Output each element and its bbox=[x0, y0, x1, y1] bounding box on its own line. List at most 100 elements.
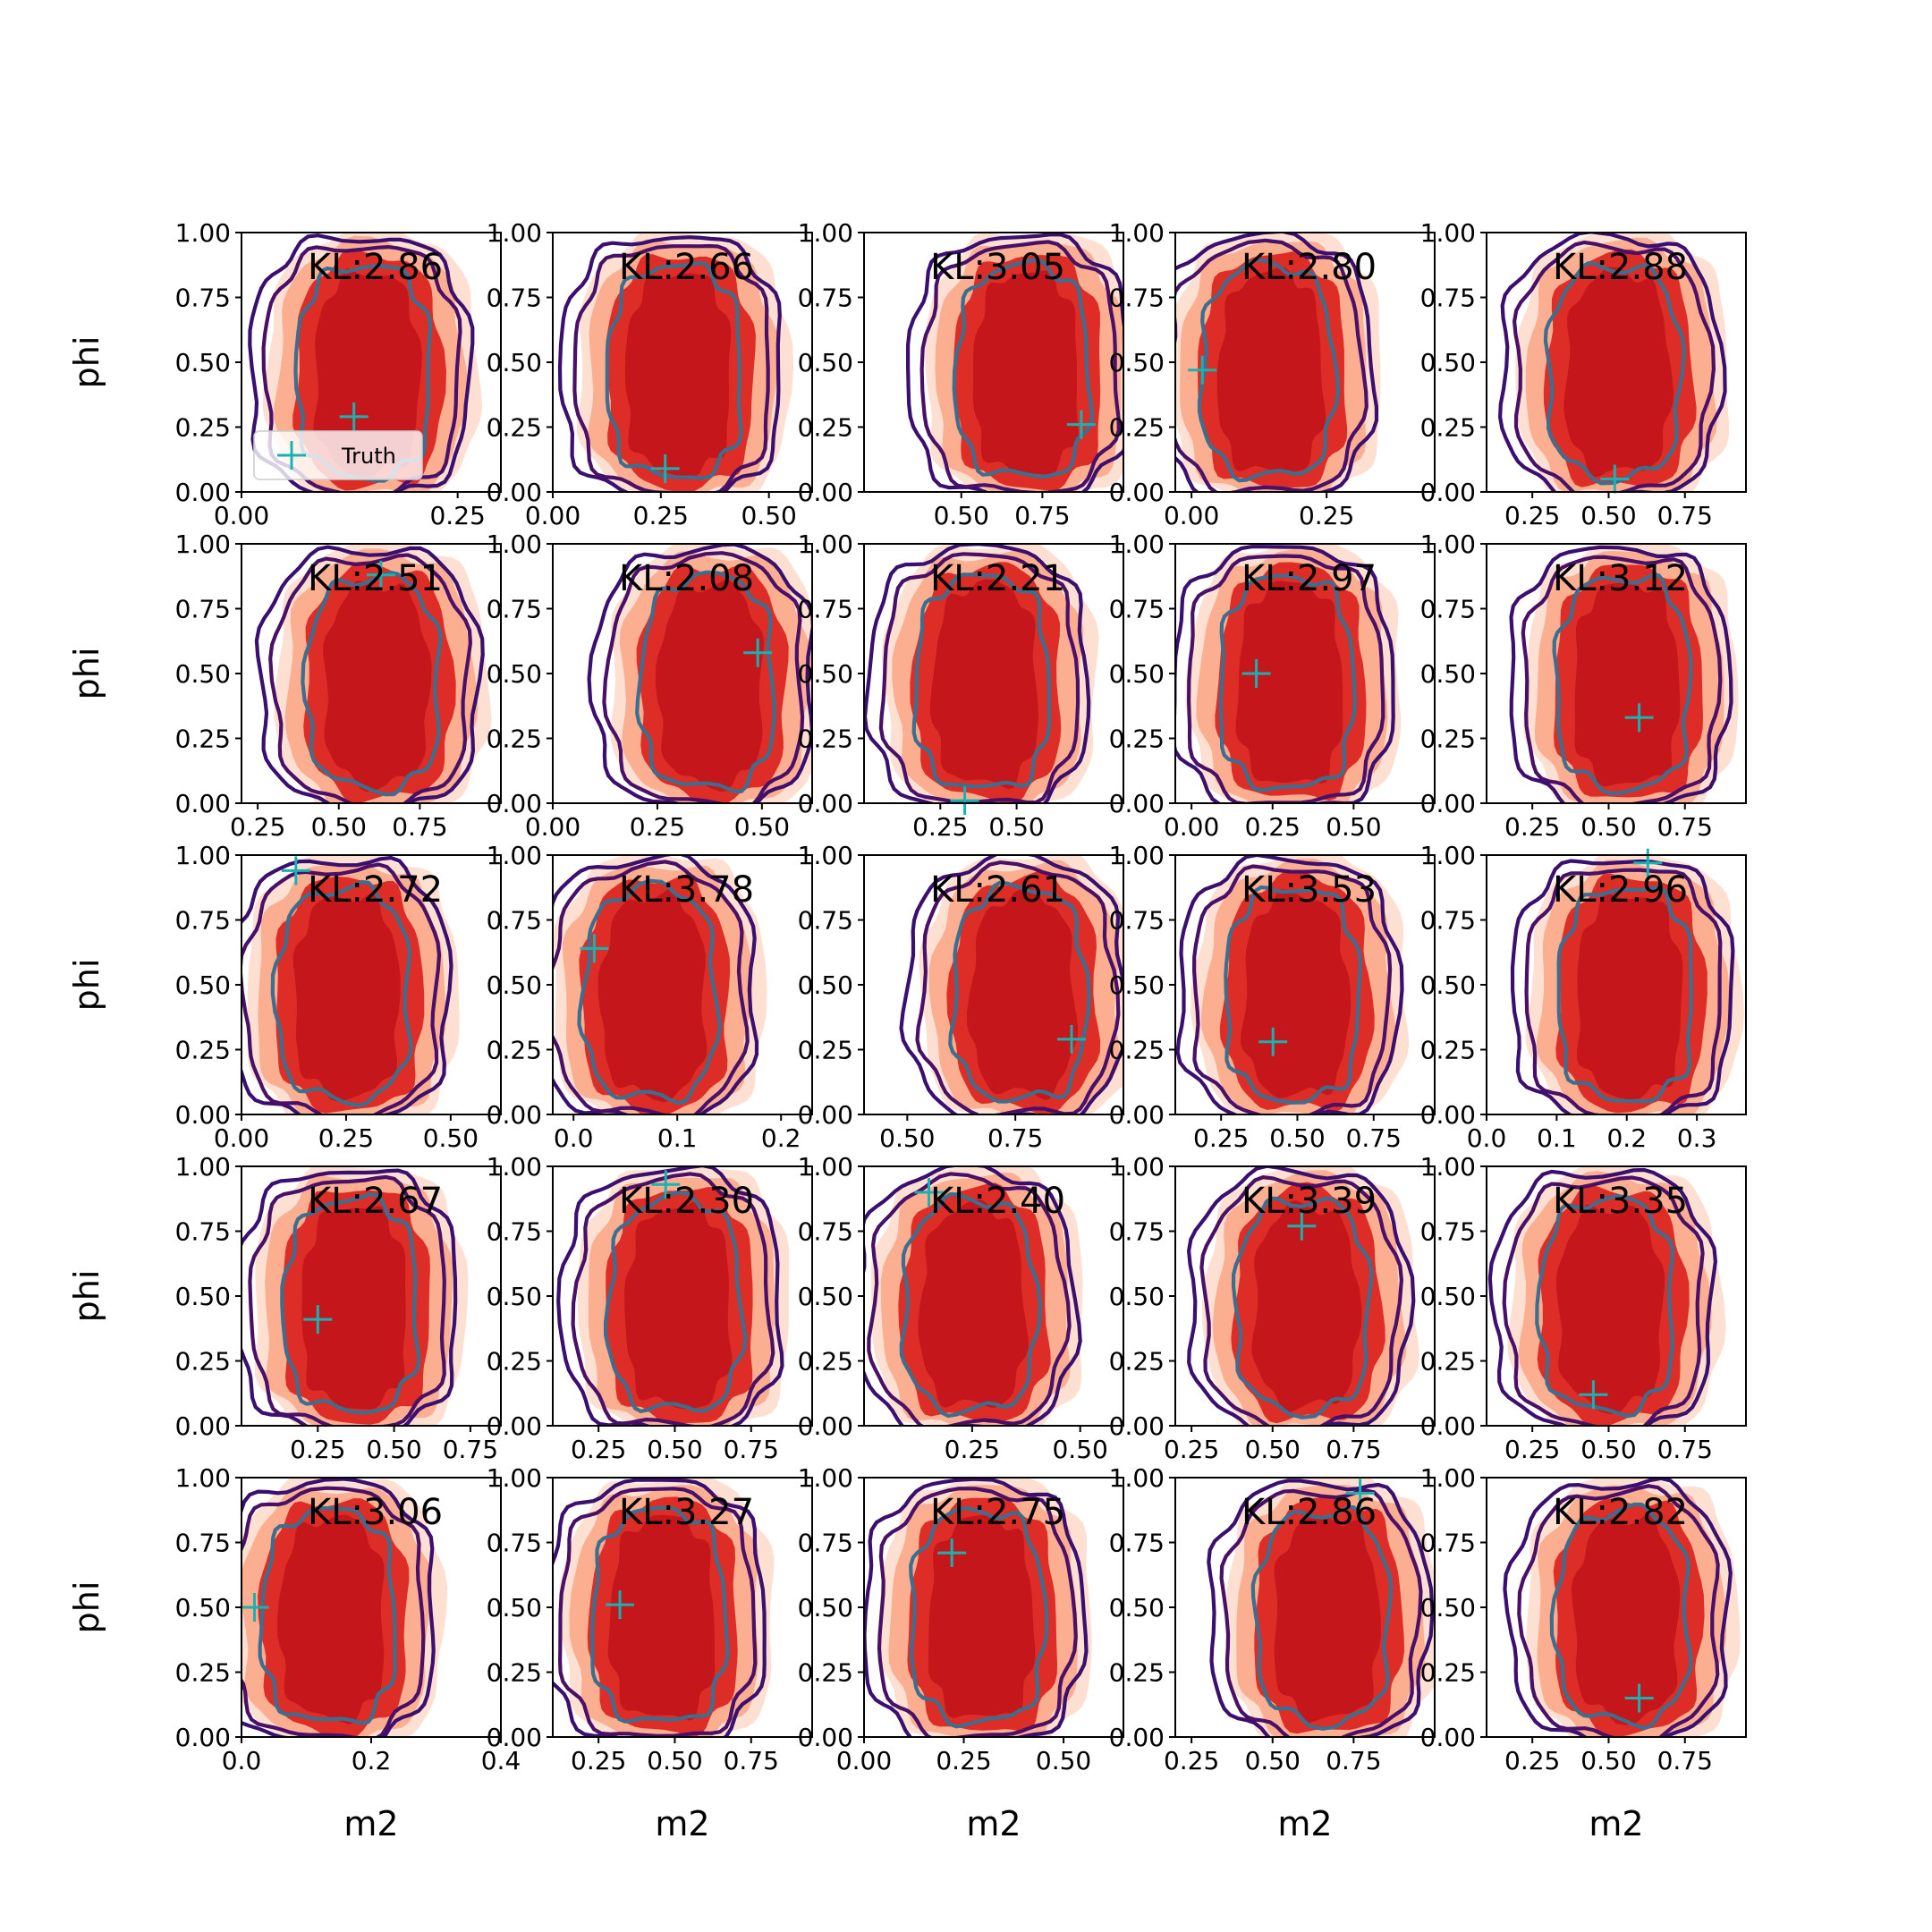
subplot-r1-c0: 0.000.250.500.751.000.25 0.50 0.75KL:2.51p… bbox=[67, 530, 502, 842]
y-tick-label: 0.00 bbox=[487, 789, 542, 818]
contour-middle bbox=[553, 860, 750, 1114]
density-group bbox=[1509, 544, 1739, 803]
y-tick-label: 1.00 bbox=[175, 1463, 231, 1493]
y-axis-label: phi bbox=[67, 336, 106, 389]
legend: Truth bbox=[253, 430, 423, 480]
subplot-r3-c4: 0.00 0.25 0.50 0.75 1.00 0.25 0.50 0.75 KL:3.35 bbox=[1420, 1152, 1747, 1464]
x-tick-label: 0.25 bbox=[1504, 1435, 1560, 1464]
density-group bbox=[1175, 233, 1381, 492]
y-tick-label: 0.00 bbox=[1109, 789, 1165, 818]
y-tick-label: 0.75 bbox=[798, 595, 853, 624]
x-tick-label: 0.2 bbox=[352, 1746, 392, 1775]
y-tick-label: 0.75 bbox=[175, 1529, 231, 1558]
y-tick-label: 0.25 bbox=[1420, 1036, 1476, 1065]
y-tick-label: 1.00 bbox=[798, 530, 853, 559]
x-tick-label: 0.75 bbox=[987, 1123, 1043, 1153]
x-tick-label: 0.50 bbox=[1245, 1746, 1301, 1775]
contour-middle bbox=[1175, 238, 1368, 492]
subplot-r3-c0: 0.00 0.25 0.50 0.75 1.00 0.25 0.50 0.75 KL:2.67 p… bbox=[67, 1152, 502, 1464]
y-tick-label: 0.50 bbox=[175, 348, 231, 377]
subplot-r2-c3: 0.00 0.25 0.50 0.75 1.00 0.25 0.50 0.75 KL:3.53 bbox=[1109, 841, 1436, 1153]
contour-outer bbox=[556, 1166, 784, 1426]
contour-inner bbox=[635, 570, 776, 794]
contour-outer bbox=[1207, 1479, 1435, 1737]
density-group bbox=[1503, 1478, 1741, 1737]
subplot-r1-c2: 0.00 0.25 0.50 0.75 1.00 0.25 0.50 KL:2.21 bbox=[798, 530, 1124, 842]
y-tick-label: 0.00 bbox=[1420, 1411, 1476, 1441]
subplot-r0-c0: 0.00 0.25 0.50 0.75 1.00 0.00 0.25 KL:2.86 phi Tr… bbox=[67, 218, 502, 530]
y-tick-label: 0.00 bbox=[487, 1411, 542, 1441]
x-tick-label: 0.4 bbox=[481, 1746, 521, 1775]
contour-inner bbox=[1231, 1196, 1374, 1419]
density-level-4 bbox=[1251, 1200, 1362, 1413]
density-level-4 bbox=[624, 273, 732, 479]
truth-marker bbox=[1579, 1380, 1608, 1410]
x-tick-label: 0.00 bbox=[214, 501, 269, 530]
kl-annotation: KL:2.30 bbox=[619, 1181, 754, 1222]
y-tick-label: 0.25 bbox=[175, 1036, 231, 1065]
y-tick-label: 0.00 bbox=[798, 789, 853, 818]
x-tick-label: 0.25 bbox=[1245, 812, 1301, 842]
x-tick-label: 0.75 bbox=[1346, 1123, 1402, 1153]
y-tick-label: 0.25 bbox=[798, 724, 853, 754]
x-tick-label: 0.50 bbox=[1326, 812, 1381, 842]
x-tick-label: 0.0 bbox=[222, 1746, 262, 1775]
y-tick-label: 0.50 bbox=[487, 970, 542, 1000]
subplot-r2-c2: 0.00 0.25 0.50 0.75 1.00 0.50 0.75 KL:2.61 bbox=[798, 841, 1124, 1153]
y-tick-label: 0.25 bbox=[1420, 1658, 1476, 1688]
x-axis-label: m2 bbox=[1277, 1804, 1332, 1843]
contour-inner bbox=[909, 1506, 1049, 1729]
kl-annotation: KL:2.80 bbox=[1241, 247, 1377, 288]
x-tick-label: 0.25 bbox=[1504, 812, 1560, 842]
y-tick-label: 0.25 bbox=[1420, 413, 1476, 443]
density-group bbox=[553, 855, 767, 1114]
density-group bbox=[242, 1166, 469, 1426]
y-tick-label: 1.00 bbox=[1420, 841, 1476, 870]
truth-marker bbox=[1624, 1683, 1654, 1713]
x-tick-label: 0.0 bbox=[1467, 1123, 1507, 1153]
x-tick-label: 0.50 bbox=[741, 501, 796, 530]
density-group bbox=[254, 544, 492, 803]
kl-annotation: KL:2.96 bbox=[1553, 869, 1688, 911]
contour-middle bbox=[572, 243, 770, 492]
contour-outer bbox=[1503, 1478, 1733, 1737]
contour-inner bbox=[1224, 885, 1362, 1105]
contour-outer bbox=[553, 855, 759, 1114]
truth-marker bbox=[650, 453, 680, 483]
y-tick-label: 0.75 bbox=[1109, 906, 1165, 936]
y-tick-label: 0.50 bbox=[175, 1282, 231, 1311]
kl-annotation: KL:2.08 bbox=[619, 558, 754, 599]
y-tick-label: 0.50 bbox=[1109, 348, 1165, 377]
y-tick-label: 1.00 bbox=[1420, 1152, 1476, 1182]
density-level-4 bbox=[1571, 1513, 1681, 1726]
y-tick-label: 0.75 bbox=[487, 284, 542, 313]
kl-annotation: KL:2.51 bbox=[308, 558, 443, 599]
y-tick-label: 0.00 bbox=[487, 478, 542, 507]
y-tick-label: 1.00 bbox=[487, 841, 542, 870]
density-group bbox=[242, 855, 460, 1114]
density-level-4 bbox=[929, 579, 1038, 790]
subplot-r2-c4: 0.00 0.25 0.50 0.75 1.00 0.0 0.1 0.2 0.3 KL:2.96 bbox=[1420, 841, 1747, 1153]
subplot-r1-c3: 0.00 0.25 0.50 0.75 1.00 0.00 0.25 0.50 KL:2.97 bbox=[1109, 530, 1436, 842]
contour-outer bbox=[242, 1168, 458, 1426]
x-tick-label: 0.75 bbox=[1657, 501, 1713, 530]
y-tick-label: 0.75 bbox=[1109, 1529, 1165, 1558]
subplot-r1-c1: 0.00 0.25 0.50 0.75 1.00 0.00 0.25 0.50 KL:2.08 bbox=[487, 530, 813, 842]
contour-outer bbox=[906, 233, 1123, 492]
subplot-r3-c2: 0.00 0.25 0.50 0.75 1.00 0.25 0.50 KL:2.40 bbox=[798, 1152, 1124, 1464]
density-level-4 bbox=[277, 1514, 385, 1724]
x-tick-label: 0.50 bbox=[647, 1435, 702, 1464]
x-tick-label: 0.75 bbox=[1657, 812, 1713, 842]
x-tick-label: 0.50 bbox=[1036, 1746, 1091, 1775]
density-group bbox=[906, 233, 1123, 492]
y-tick-label: 0.75 bbox=[175, 906, 231, 936]
contour-outer bbox=[242, 855, 453, 1114]
truth-marker bbox=[1287, 1211, 1317, 1241]
contour-outer bbox=[1487, 1167, 1718, 1426]
y-tick-label: 0.25 bbox=[1109, 1036, 1165, 1065]
kl-annotation: KL:2.21 bbox=[930, 558, 1065, 599]
contour-outer bbox=[254, 545, 485, 803]
y-tick-label: 0.25 bbox=[1420, 724, 1476, 754]
density-level-4 bbox=[624, 1201, 733, 1410]
